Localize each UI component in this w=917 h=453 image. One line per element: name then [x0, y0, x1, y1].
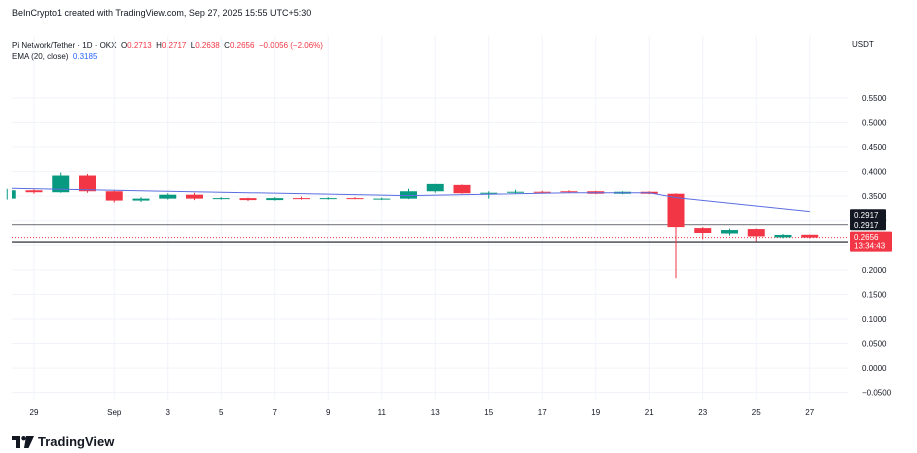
x-tick-label: 13 [431, 408, 440, 417]
x-tick-label: 9 [326, 408, 331, 417]
candle-down [667, 193, 685, 228]
y-tick-label: 0.1000 [862, 315, 887, 324]
candle-down [239, 198, 257, 201]
ohlc-row[interactable]: Pi Network/Tether · 1D · OKX O0.2713 H0.… [12, 40, 323, 51]
low-label: L [190, 41, 196, 50]
x-tick-label: 11 [378, 408, 387, 417]
close-label: C [224, 41, 230, 50]
chart-credit: BeInCrypto1 created with TradingView.com… [12, 8, 312, 18]
x-tick-label: 21 [645, 408, 654, 417]
y-tick-label: 0.4000 [862, 168, 887, 177]
candle-down [453, 184, 471, 194]
currency-label[interactable]: USDT [852, 40, 874, 49]
x-tick-label: 17 [538, 408, 547, 417]
low-value: 0.2638 [195, 41, 220, 50]
open-label: O [120, 41, 128, 50]
y-tick-label: 0.0500 [862, 340, 887, 349]
countdown-label: 13:34:43 [854, 242, 886, 251]
x-tick-label: Sep [107, 408, 122, 417]
candle-up [12, 190, 16, 199]
tradingview-logo: TradingView [12, 434, 114, 449]
candle-up [400, 191, 417, 199]
level-badge [850, 209, 886, 221]
candle-down [560, 191, 578, 193]
candle-down [25, 190, 43, 193]
y-tick-label: 0.0000 [862, 364, 887, 373]
candle-up [507, 191, 524, 193]
candle-down [694, 228, 712, 233]
open-value: 0.2713 [127, 41, 152, 50]
candle-down [79, 175, 96, 192]
candle-down [533, 191, 551, 193]
level-badge-label: 0.2917 [854, 211, 879, 220]
high-value: 0.2717 [161, 41, 187, 50]
chart-legend: Pi Network/Tether · 1D · OKX O0.2713 H0.… [12, 40, 323, 62]
candle-up [159, 194, 177, 199]
close-value: 0.2656 [229, 41, 255, 50]
symbol-label[interactable]: Pi Network/Tether · 1D · OKX [12, 41, 117, 50]
x-tick-label: 5 [219, 408, 224, 417]
candle-up [132, 198, 150, 201]
ema-row[interactable]: EMA (20, close) 0.3185 [12, 51, 323, 62]
x-tick-label: 23 [698, 408, 707, 417]
ema-value: 0.3185 [72, 52, 98, 61]
change-value: −0.0056 (−2.06%) [258, 41, 323, 50]
candle-down [186, 194, 203, 199]
y-tick-label: 0.2000 [862, 266, 887, 275]
y-tick-label: 0.5500 [862, 94, 887, 103]
candle-up [319, 198, 337, 200]
candle-up [266, 198, 284, 201]
tradingview-logo-icon [12, 435, 34, 448]
y-tick-label: 0.4500 [862, 143, 887, 152]
candle-down [801, 234, 819, 238]
high-label: H [156, 41, 162, 50]
y-tick-label: 0.3500 [862, 192, 887, 201]
x-tick-label: 7 [273, 408, 278, 417]
candle-up [373, 198, 391, 200]
candle-up [774, 234, 792, 238]
candle-down [346, 198, 364, 200]
ema-label[interactable]: EMA (20, close) [12, 52, 69, 61]
candle-up [721, 230, 738, 234]
y-tick-label: 0.5000 [862, 118, 887, 127]
y-tick-label: 0.1500 [862, 290, 887, 299]
candle-up [426, 183, 444, 192]
candle-down [293, 198, 310, 200]
x-tick-label: 3 [166, 408, 171, 417]
brand-name: TradingView [38, 434, 115, 449]
candle-up [52, 175, 70, 193]
candle-down [105, 191, 123, 201]
candle-up [480, 192, 498, 194]
level-badge-label: 0.2917 [854, 221, 879, 230]
x-tick-label: 19 [591, 408, 600, 417]
y-tick-label: −0.0500 [862, 389, 892, 398]
ema-line [11, 187, 810, 213]
x-tick-label: 25 [752, 408, 761, 417]
level-badge [850, 219, 886, 231]
candle-up [212, 198, 230, 200]
x-tick-label: 15 [484, 408, 493, 417]
x-tick-label: 29 [30, 408, 39, 417]
x-tick-label: 27 [805, 408, 814, 417]
candle-down [747, 229, 765, 237]
last-price-label: 0.2656 [854, 233, 879, 242]
last-price-badge [850, 231, 892, 252]
